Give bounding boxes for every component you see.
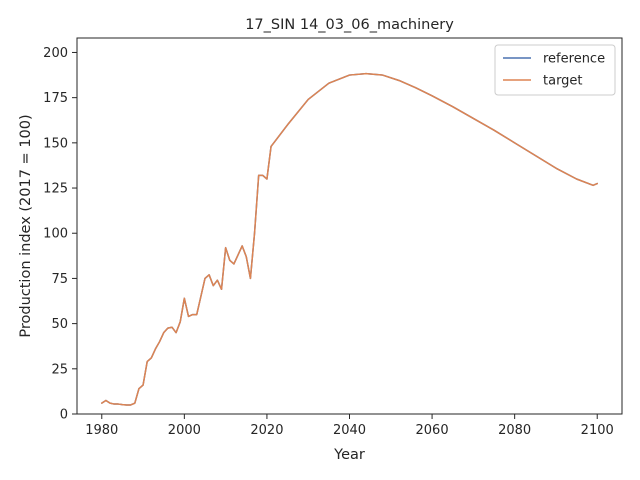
y-tick-label: 150 [43,136,68,151]
x-tick-label: 2060 [416,423,449,438]
x-tick-label: 2020 [250,423,283,438]
y-tick-label: 175 [43,91,68,106]
y-tick-label: 50 [51,317,68,332]
chart-title: 17_SIN 14_03_06_machinery [245,17,454,33]
x-axis-ticks: 1980 2000 2020 2040 2060 2080 2100 [85,414,614,438]
series-layer [101,72,598,406]
series-line-target [101,72,598,406]
y-tick-label: 0 [60,408,68,423]
y-tick-label: 25 [51,362,68,377]
x-tick-label: 2040 [333,423,366,438]
x-tick-label: 1980 [85,423,118,438]
legend-label-target: target [543,74,583,89]
plot-frame [76,37,623,415]
legend-label-reference: reference [543,52,605,67]
plot-area [77,38,622,414]
y-tick-label: 200 [43,46,68,61]
y-tick-label: 100 [43,227,68,242]
x-axis-label: Year [333,447,365,463]
x-tick-label: 2000 [168,423,201,438]
x-tick-label: 2100 [581,423,614,438]
y-axis-label: Production index (2017 = 100) [18,114,34,337]
legend: reference target [494,44,616,96]
y-tick-label: 75 [51,272,68,287]
y-axis-ticks: 0 25 50 75 100 125 150 175 200 [43,46,77,423]
x-tick-label: 2080 [498,423,531,438]
y-tick-label: 125 [43,182,68,197]
